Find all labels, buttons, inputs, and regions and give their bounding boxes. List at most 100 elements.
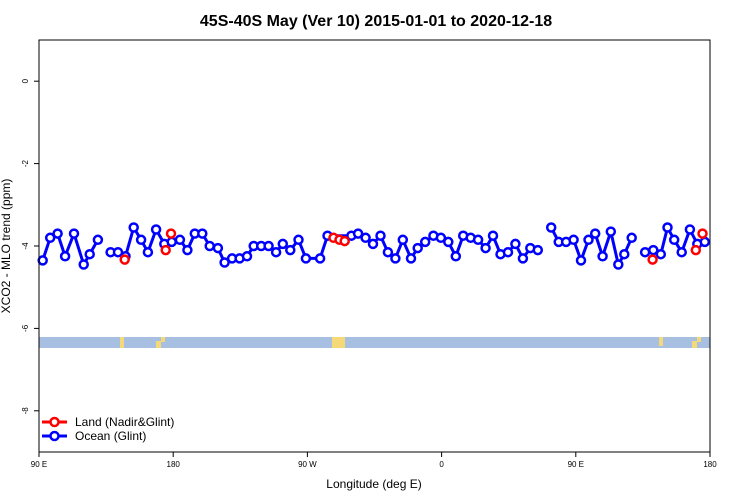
ocean-point <box>502 246 514 258</box>
ocean-point <box>668 234 680 246</box>
ocean-point <box>639 246 651 258</box>
ocean-point <box>676 246 687 258</box>
land-point <box>160 244 171 256</box>
ocean-point <box>142 246 154 258</box>
ocean-point <box>44 232 56 244</box>
ocean-point <box>397 234 409 246</box>
ocean-point <box>112 246 124 258</box>
ocean-point <box>626 232 637 244</box>
ocean-point <box>219 257 230 268</box>
ocean-point <box>352 228 364 239</box>
ocean-point <box>662 222 673 233</box>
land-point <box>165 228 177 239</box>
ocean-point <box>84 248 95 260</box>
ocean-point <box>472 234 484 246</box>
y-axis-label: XCO2 - MLO trend (ppm) <box>0 179 13 314</box>
x-tick-label: 0 <box>439 460 444 469</box>
land-patch <box>120 337 124 348</box>
ocean-point <box>92 234 104 246</box>
ocean-point <box>300 253 312 264</box>
ocean-point <box>59 251 71 262</box>
ocean-point <box>589 228 601 239</box>
ocean-point <box>37 255 48 266</box>
ocean-point <box>128 222 139 233</box>
x-tick-label: 180 <box>167 460 181 469</box>
y-tick-label: -4 <box>21 242 30 250</box>
ocean-point <box>510 238 521 250</box>
land-point <box>647 254 658 265</box>
ocean-point <box>435 232 447 244</box>
x-axis: 90 E 180 90 W 0 90 E 180 <box>31 452 717 469</box>
y-tick-label: -2 <box>21 159 30 167</box>
ocean-point <box>263 240 274 252</box>
legend-label-land: Land (Nadir&Glint) <box>75 415 174 429</box>
ocean-point <box>135 234 147 246</box>
y-tick-label: -8 <box>21 407 30 415</box>
land-patch <box>697 337 701 342</box>
ocean-point <box>204 240 215 252</box>
ocean-point <box>52 228 63 239</box>
ocean-point <box>150 224 162 235</box>
ocean-point <box>360 232 371 244</box>
ocean-point <box>619 248 630 260</box>
legend-label-ocean: Ocean (Glint) <box>75 429 146 443</box>
ocean-point <box>648 244 659 256</box>
ocean-point <box>597 251 608 262</box>
land-point <box>697 228 708 239</box>
land-point <box>339 235 350 247</box>
land-patch <box>156 341 161 348</box>
ocean-point <box>443 236 454 248</box>
ocean-point <box>517 253 529 264</box>
land-patch <box>161 337 165 342</box>
land-patch <box>659 337 663 346</box>
ocean-point <box>241 251 253 262</box>
ocean-point <box>568 234 579 246</box>
land-patch <box>332 337 345 348</box>
ocean-point <box>174 234 186 246</box>
y-tick-label: 0 <box>21 78 30 83</box>
series-layer <box>37 222 711 270</box>
ocean-point <box>699 236 711 248</box>
ocean-point <box>487 230 499 241</box>
ocean-point <box>655 248 667 260</box>
x-tick-label: 180 <box>703 460 717 469</box>
land-patch <box>692 341 697 348</box>
land-point <box>119 254 130 265</box>
x-axis-label: Longitude (deg E) <box>326 477 421 491</box>
y-axis: 0 -2 -4 -6 -8 <box>21 78 39 414</box>
ocean-point <box>480 242 491 254</box>
ocean-point <box>285 244 296 256</box>
ocean-point <box>68 228 80 239</box>
ocean-point <box>182 244 193 256</box>
ocean-point <box>583 234 594 246</box>
ocean-point <box>545 222 557 233</box>
ocean-point <box>419 236 431 248</box>
ocean-point <box>166 236 177 248</box>
ocean-point <box>575 255 587 266</box>
ocean-point <box>270 246 282 258</box>
ocean-point <box>78 259 89 270</box>
ocean-point <box>684 224 696 235</box>
legend: Land (Nadir&Glint) Ocean (Glint) <box>42 415 174 443</box>
ocean-point <box>390 253 401 264</box>
ocean-point <box>375 230 386 241</box>
ocean-point <box>405 253 417 264</box>
ocean-point <box>197 228 208 239</box>
ocean-point <box>314 253 326 264</box>
legend-marker-land <box>49 416 60 428</box>
ocean-point <box>450 251 462 262</box>
ocean-point <box>212 242 224 254</box>
chart-title: 45S-40S May (Ver 10) 2015-01-01 to 2020-… <box>200 13 552 30</box>
x-tick-label: 90 E <box>568 460 584 469</box>
ocean-point <box>382 246 394 258</box>
ocean-point <box>293 234 304 246</box>
land-strip <box>39 337 710 348</box>
ocean-point <box>412 242 423 254</box>
x-tick-label: 90 E <box>31 460 47 469</box>
legend-marker-ocean <box>49 430 60 442</box>
x-tick-label: 90 W <box>298 460 317 469</box>
ocean-point <box>613 259 624 270</box>
ocean-point <box>367 238 379 250</box>
land-strip-band <box>39 337 710 348</box>
